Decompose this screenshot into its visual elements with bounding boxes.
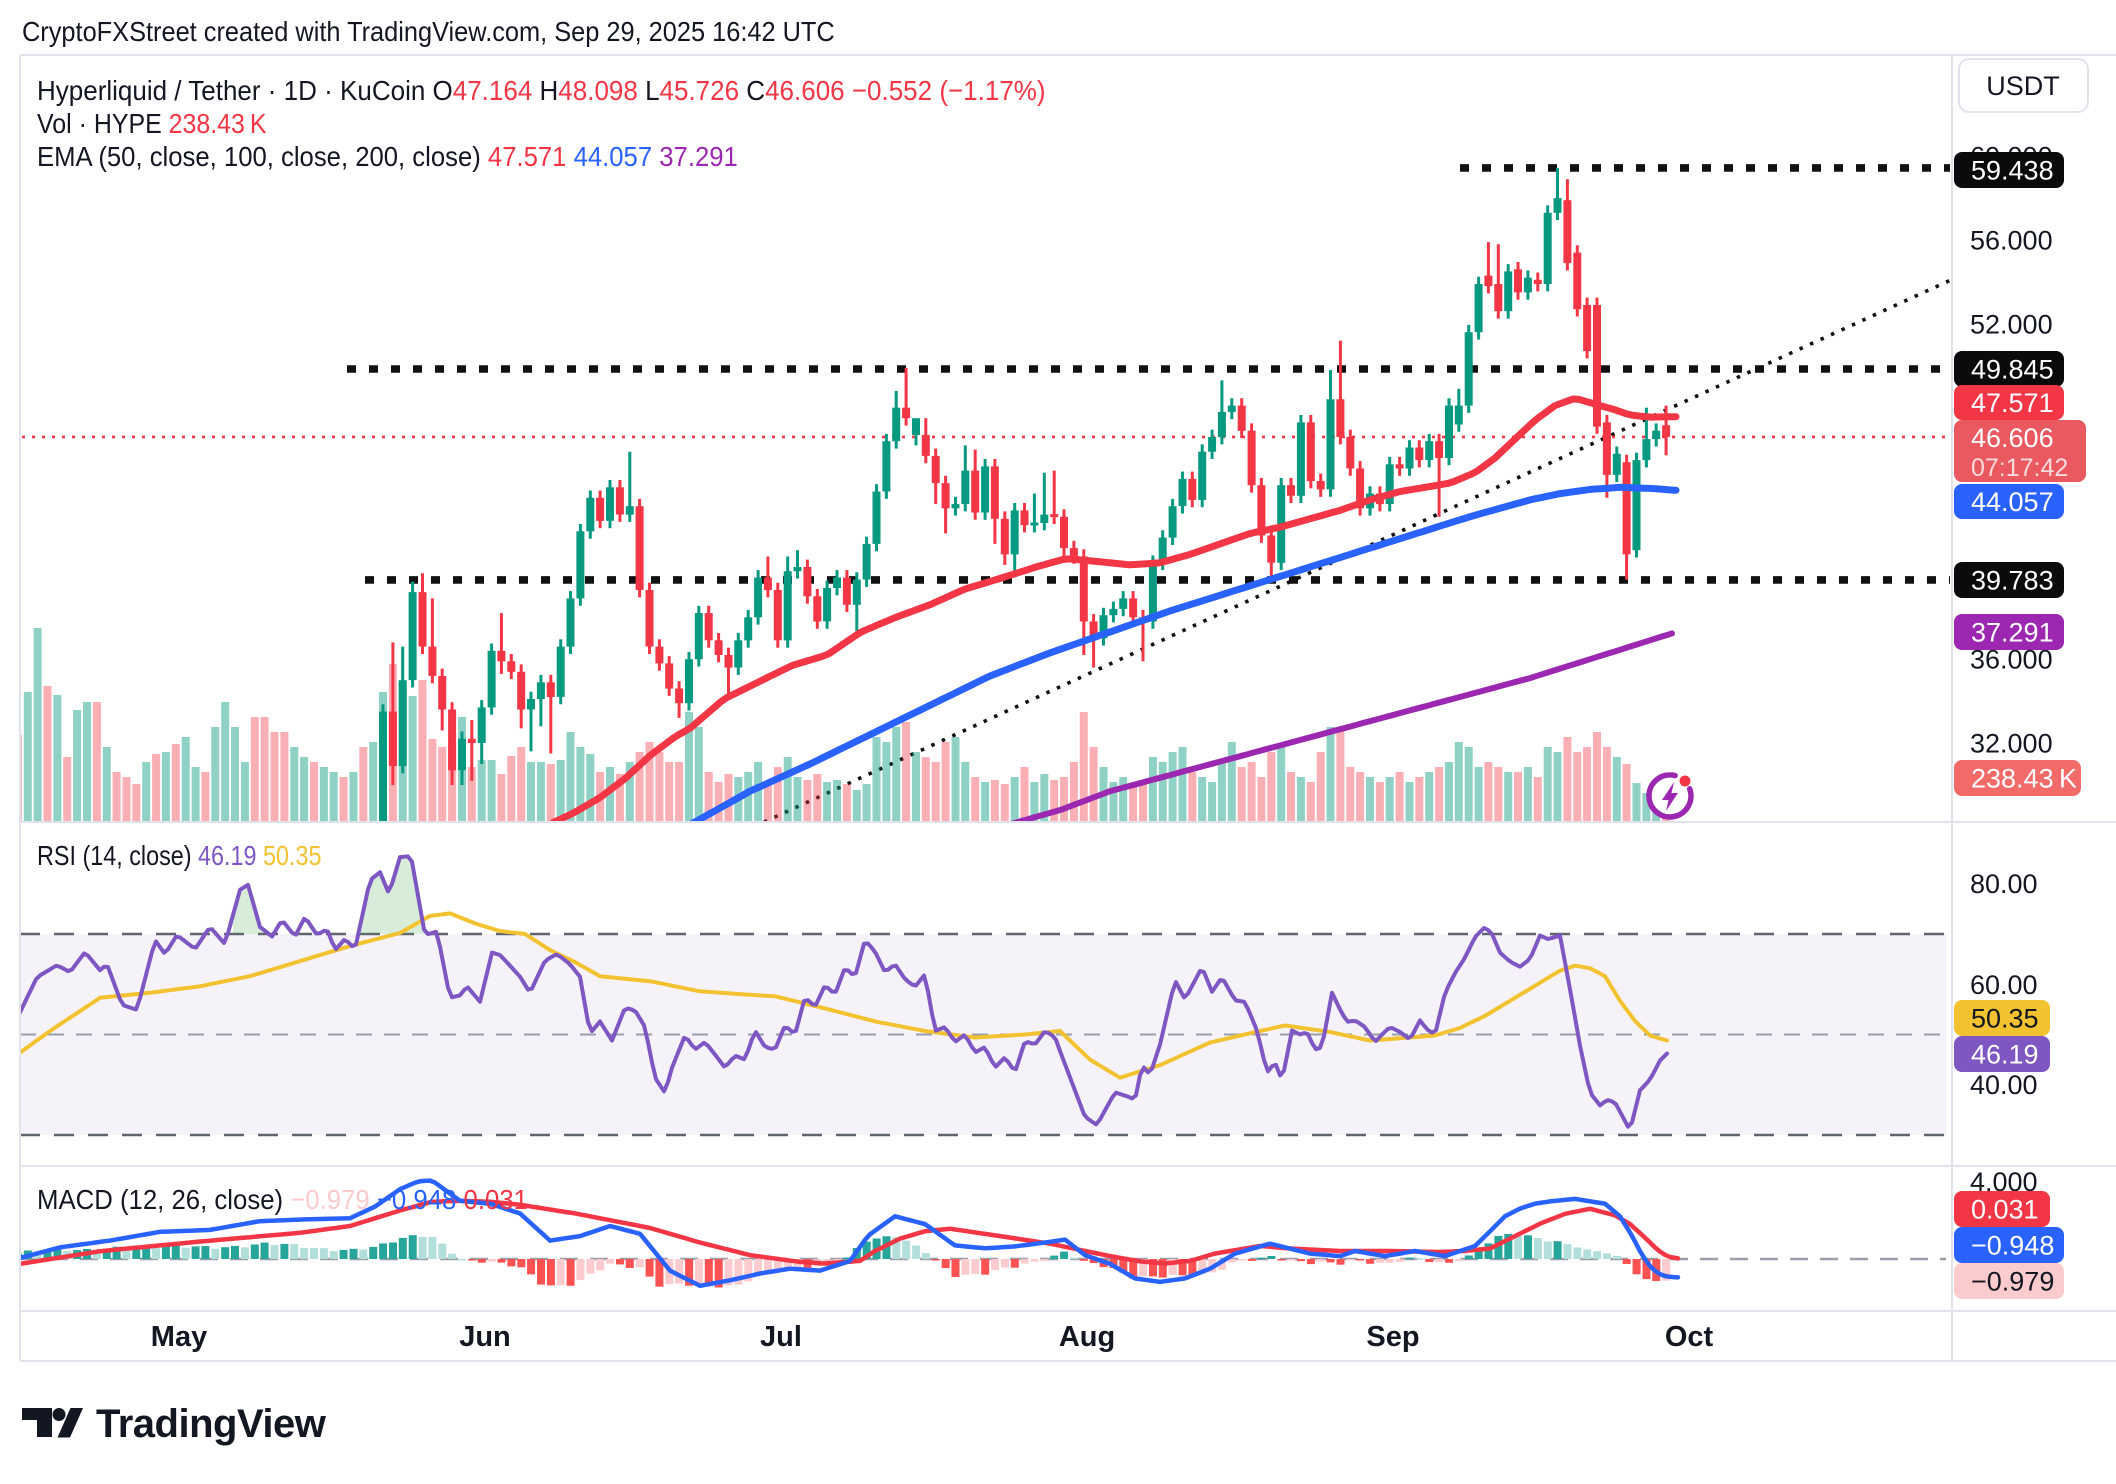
svg-text:Vol · HYPE 238.43 K: Vol · HYPE 238.43 K — [37, 108, 267, 140]
svg-text:49.845: 49.845 — [1971, 355, 2054, 385]
svg-text:46.606: 46.606 — [1971, 423, 2054, 453]
svg-text:50.35: 50.35 — [1971, 1004, 2039, 1034]
svg-text:Hyperliquid / Tether · 1D · Ku: Hyperliquid / Tether · 1D · KuCoin O47.1… — [37, 75, 1046, 106]
svg-text:May: May — [151, 1321, 207, 1353]
svg-text:Jun: Jun — [459, 1321, 511, 1353]
svg-text:USDT: USDT — [1986, 71, 2060, 101]
svg-text:Aug: Aug — [1059, 1321, 1115, 1353]
svg-text:47.571: 47.571 — [1971, 388, 2054, 418]
svg-text:0.031: 0.031 — [1971, 1195, 2039, 1225]
svg-text:37.291: 37.291 — [1971, 618, 2054, 648]
svg-text:CryptoFXStreet created with Tr: CryptoFXStreet created with TradingView.… — [22, 16, 835, 47]
svg-text:TradingView: TradingView — [96, 1402, 327, 1446]
svg-text:RSI (14, close) 46.19 50.35: RSI (14, close) 46.19 50.35 — [37, 841, 322, 871]
svg-text:40.00: 40.00 — [1970, 1070, 2038, 1100]
svg-text:EMA (50, close, 100, close, 20: EMA (50, close, 100, close, 200, close) … — [37, 141, 738, 172]
svg-text:80.00: 80.00 — [1970, 869, 2038, 899]
svg-text:Oct: Oct — [1665, 1321, 1714, 1353]
svg-text:52.000: 52.000 — [1970, 309, 2053, 339]
svg-text:−0.948: −0.948 — [1971, 1231, 2054, 1261]
svg-text:MACD (12, 26, close) −0.979: MACD (12, 26, close) −0.979 −0.948 0.031 — [37, 1184, 528, 1215]
svg-text:32.000: 32.000 — [1970, 729, 2053, 759]
svg-text:−0.979: −0.979 — [1971, 1267, 2054, 1297]
svg-text:56.000: 56.000 — [1970, 226, 2053, 256]
svg-text:Sep: Sep — [1366, 1321, 1419, 1353]
svg-text:Jul: Jul — [760, 1321, 802, 1353]
svg-text:07:17:42: 07:17:42 — [1971, 454, 2068, 482]
svg-text:44.057: 44.057 — [1971, 487, 2054, 517]
svg-text:238.43 K: 238.43 K — [1971, 764, 2077, 794]
svg-text:59.438: 59.438 — [1971, 156, 2054, 186]
svg-text:46.19: 46.19 — [1971, 1040, 2039, 1070]
svg-text:39.783: 39.783 — [1971, 566, 2054, 596]
svg-text:60.00: 60.00 — [1970, 970, 2038, 1000]
